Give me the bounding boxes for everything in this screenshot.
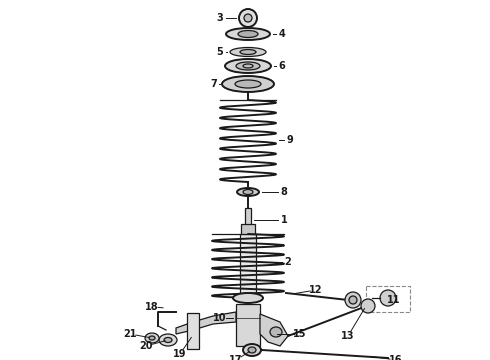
FancyBboxPatch shape	[245, 208, 251, 228]
Text: 3: 3	[217, 13, 223, 23]
Ellipse shape	[225, 59, 271, 73]
Ellipse shape	[243, 344, 261, 356]
Text: 7: 7	[211, 79, 218, 89]
Text: 1: 1	[281, 215, 287, 225]
Ellipse shape	[270, 327, 282, 337]
Text: 18: 18	[145, 302, 159, 312]
Ellipse shape	[222, 76, 274, 92]
Polygon shape	[176, 312, 236, 334]
Circle shape	[345, 292, 361, 308]
Circle shape	[239, 9, 257, 27]
Text: 4: 4	[279, 29, 285, 39]
FancyBboxPatch shape	[236, 304, 260, 346]
FancyBboxPatch shape	[187, 313, 199, 349]
Ellipse shape	[236, 62, 260, 70]
Ellipse shape	[230, 48, 266, 57]
Text: 6: 6	[279, 61, 285, 71]
FancyBboxPatch shape	[240, 234, 256, 298]
Text: 19: 19	[173, 349, 187, 359]
Text: 20: 20	[139, 341, 153, 351]
Ellipse shape	[226, 28, 270, 40]
Ellipse shape	[145, 333, 159, 343]
Text: 12: 12	[309, 285, 323, 295]
Text: 15: 15	[293, 329, 307, 339]
Text: 8: 8	[281, 187, 288, 197]
Ellipse shape	[159, 334, 177, 346]
Ellipse shape	[233, 293, 263, 303]
Ellipse shape	[238, 31, 258, 37]
Text: 17: 17	[229, 355, 243, 360]
Ellipse shape	[164, 338, 172, 342]
Ellipse shape	[243, 189, 253, 194]
Text: 9: 9	[287, 135, 294, 145]
FancyBboxPatch shape	[241, 224, 255, 234]
Circle shape	[361, 299, 375, 313]
Text: 16: 16	[389, 355, 403, 360]
Circle shape	[244, 14, 252, 22]
Circle shape	[380, 290, 396, 306]
Circle shape	[349, 296, 357, 304]
Ellipse shape	[240, 49, 256, 54]
Text: 2: 2	[285, 257, 292, 267]
Ellipse shape	[149, 336, 155, 340]
Ellipse shape	[235, 80, 261, 88]
Ellipse shape	[248, 347, 256, 353]
Text: 13: 13	[341, 331, 355, 341]
Text: 11: 11	[387, 295, 401, 305]
Polygon shape	[260, 314, 288, 346]
Text: 5: 5	[217, 47, 223, 57]
Text: 10: 10	[213, 313, 227, 323]
Text: 21: 21	[123, 329, 137, 339]
Ellipse shape	[237, 188, 259, 196]
